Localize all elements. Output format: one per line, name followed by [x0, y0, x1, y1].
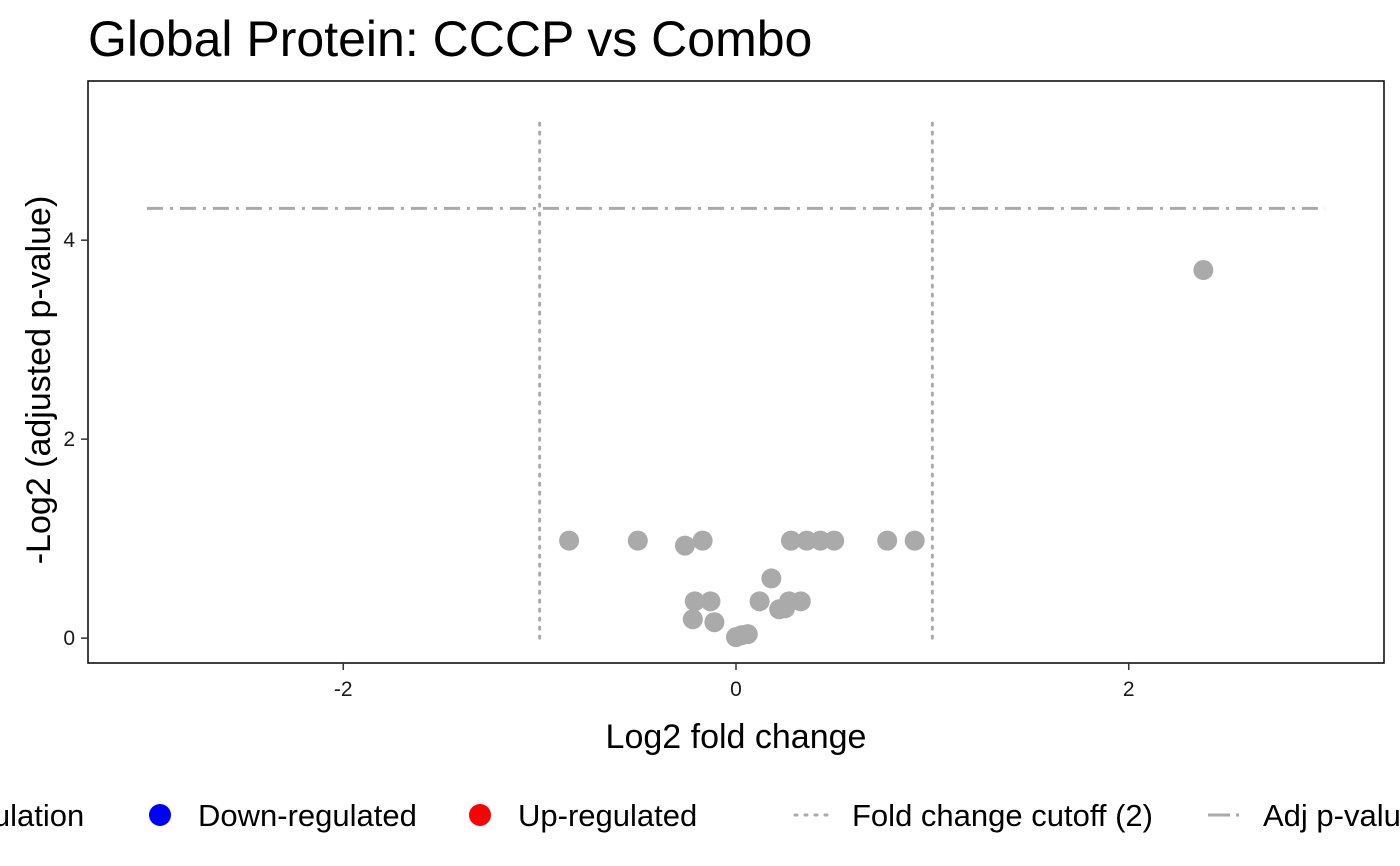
x-axis-title: Log2 fold change: [606, 718, 867, 756]
data-point: [737, 624, 758, 645]
data-point: [674, 535, 695, 556]
data-point: [780, 530, 801, 551]
legend-key-dot: [149, 804, 171, 826]
data-point: [692, 530, 713, 551]
data-point: [749, 591, 770, 612]
data-point: [700, 591, 721, 612]
legend-label: Fold change cutoff (2): [852, 798, 1153, 833]
data-point: [627, 530, 648, 551]
data-point: [824, 530, 845, 551]
plot-area: [146, 119, 1326, 648]
data-point: [790, 591, 811, 612]
y-tick-label: 2: [63, 428, 75, 451]
data-point: [684, 591, 705, 612]
data-point: [704, 612, 725, 633]
x-tick-label: 2: [1123, 678, 1135, 701]
legend-label: Down-regulated: [198, 798, 417, 833]
legend: Regulation Down-regulated Up-regulated Fold…: [0, 798, 1400, 833]
y-tick-label: 0: [63, 627, 75, 650]
data-point: [904, 530, 925, 551]
legend-key-dot: [469, 804, 491, 826]
legend-title: Regulation: [0, 798, 84, 833]
data-point: [796, 530, 817, 551]
chart-title: Global Protein: CCCP vs Combo: [88, 11, 812, 67]
plot-border: [87, 80, 1385, 664]
data-point: [682, 609, 703, 630]
data-point: [1193, 260, 1214, 281]
x-tick-label: -2: [334, 678, 353, 701]
x-tick-label: 0: [730, 678, 742, 701]
y-axis-title: -Log2 (adjusted p-value): [20, 196, 58, 565]
legend-label: Adj p-value cutoff: [1263, 798, 1400, 833]
data-point: [810, 530, 831, 551]
y-tick-label: 4: [63, 229, 75, 252]
data-point: [559, 530, 580, 551]
axes: -2 0 2 0 2 4: [63, 80, 1385, 701]
legend-label: Up-regulated: [518, 798, 697, 833]
data-point: [761, 568, 782, 589]
data-point: [877, 530, 898, 551]
